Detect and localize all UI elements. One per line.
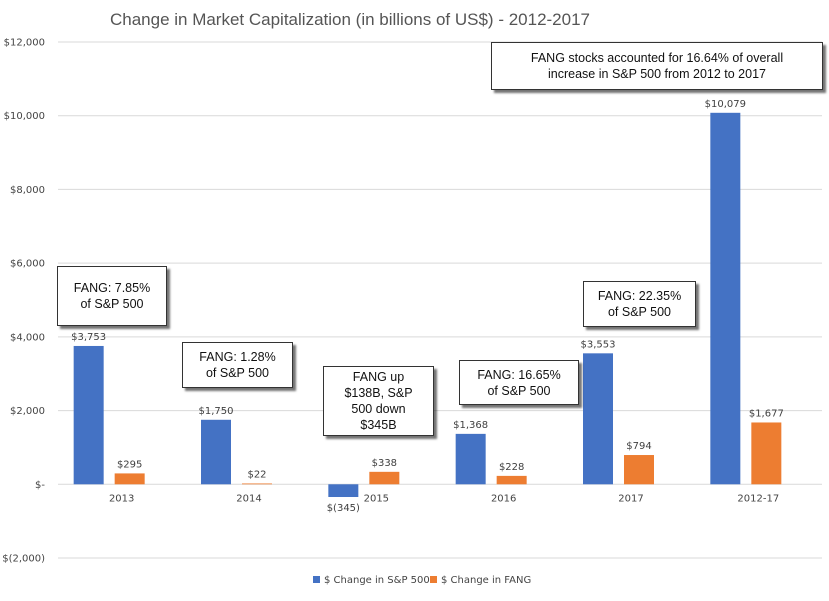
bar-sp500 xyxy=(710,112,741,485)
callout-line: of S&P 500 xyxy=(205,366,269,380)
callout-2017: FANG: 22.35% of S&P 500 xyxy=(583,281,696,327)
callout-line: FANG up xyxy=(352,370,405,384)
legend-swatch xyxy=(313,576,320,583)
callout-line: of S&P 500 xyxy=(80,297,144,311)
callout-line: $138B, S&P xyxy=(344,386,413,400)
x-tick-label: 2017 xyxy=(618,493,643,504)
callout-2015: FANG up $138B, S&P 500 down $345B xyxy=(323,366,434,436)
callout-line: FANG: 22.35% xyxy=(597,289,682,303)
callout-line: FANG stocks accounted for 16.64% of over… xyxy=(530,51,784,65)
callout-total: FANG stocks accounted for 16.64% of over… xyxy=(491,42,823,90)
callout-line: increase in S&P 500 from 2012 to 2017 xyxy=(548,67,766,81)
bar-fang xyxy=(624,455,654,485)
callout-line: 500 down xyxy=(351,402,406,416)
data-label: $22 xyxy=(247,469,266,480)
y-tick-label: $(2,000) xyxy=(2,554,45,565)
data-label: $295 xyxy=(117,459,142,470)
legend-swatch xyxy=(430,576,437,583)
callout-2013: FANG: 7.85% of S&P 500 xyxy=(57,266,167,326)
x-axis: 2013 2014 2015 2016 2017 2012-17 xyxy=(109,493,779,504)
bar-sp500 xyxy=(455,433,486,485)
gridlines xyxy=(58,41,822,559)
bar-sp500 xyxy=(328,484,359,498)
bar-sp500 xyxy=(73,345,104,485)
bar-sp500 xyxy=(201,419,231,485)
bar-fang xyxy=(242,483,272,485)
bar-fang xyxy=(369,471,400,485)
bar-fang xyxy=(496,475,527,485)
data-label: $3,753 xyxy=(71,332,106,343)
chart-title: Change in Market Capitalization (in bill… xyxy=(110,10,590,29)
callout-2014: FANG: 1.28% of S&P 500 xyxy=(182,342,293,388)
data-label: $1,750 xyxy=(199,406,234,417)
x-tick-label: 2013 xyxy=(109,493,134,504)
callout-line: FANG: 7.85% xyxy=(73,281,151,295)
legend-entry: $ Change in FANG xyxy=(441,575,531,586)
data-label: $1,677 xyxy=(749,408,784,419)
x-tick-label: 2016 xyxy=(491,493,516,504)
callout-line: of S&P 500 xyxy=(487,383,551,398)
bar-fang xyxy=(114,473,145,485)
data-label: $1,368 xyxy=(453,420,488,431)
callout-line: FANG: 16.65% xyxy=(477,367,561,382)
bar-sp500 xyxy=(583,353,613,485)
data-label: $794 xyxy=(626,441,651,452)
y-tick-label: $6,000 xyxy=(10,259,45,270)
y-tick-label: $10,000 xyxy=(4,111,45,122)
x-tick-label: 2015 xyxy=(364,493,389,504)
y-tick-label: $- xyxy=(35,480,45,491)
bar-fang xyxy=(751,422,782,485)
data-label: $228 xyxy=(499,462,524,473)
data-label: $338 xyxy=(372,458,397,469)
y-tick-label: $12,000 xyxy=(4,38,45,49)
data-label: $10,079 xyxy=(705,99,746,110)
x-tick-label: 2014 xyxy=(236,493,261,504)
legend-entry: $ Change in S&P 500 xyxy=(324,575,430,586)
callout-line: of S&P 500 xyxy=(607,305,671,319)
callout-2016: FANG: 16.65% of S&P 500 xyxy=(459,360,579,405)
data-label: $(345) xyxy=(327,503,360,514)
bars: $3,753 $295 $1,750 $22 $(345) $338 $1,368 $228 $… xyxy=(71,99,784,514)
y-tick-label: $8,000 xyxy=(10,185,45,196)
legend: $ Change in S&P 500 $ Change in FANG xyxy=(313,575,531,586)
y-tick-label: $4,000 xyxy=(10,332,45,343)
x-tick-label: 2012-17 xyxy=(737,493,779,504)
y-tick-label: $2,000 xyxy=(10,406,45,417)
data-label: $3,553 xyxy=(581,339,616,350)
y-axis: $(2,000) $- $2,000 $4,000 $6,000 $8,000 $10,00… xyxy=(2,38,45,565)
callout-line: $345B xyxy=(360,418,397,432)
callout-line: FANG: 1.28% xyxy=(199,350,276,364)
